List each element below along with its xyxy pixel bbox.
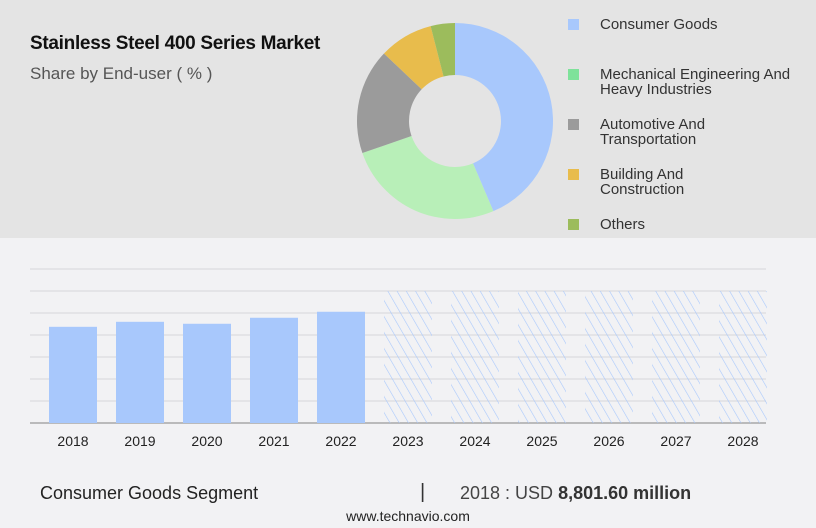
x-tick-label: 2020	[191, 433, 222, 449]
forecast-bar	[585, 291, 633, 423]
website-link[interactable]: www.technavio.com	[346, 508, 470, 524]
x-tick-label: 2027	[660, 433, 691, 449]
donut-slice	[455, 23, 553, 212]
x-tick-label: 2019	[124, 433, 155, 449]
legend-swatch	[568, 69, 579, 80]
legend-label: Others	[600, 216, 646, 233]
bar	[49, 326, 97, 423]
donut-chart	[357, 23, 553, 219]
legend-label: Mechanical Engineering And Heavy Industri…	[600, 66, 791, 98]
bar	[116, 321, 164, 423]
donut-slice	[362, 136, 494, 219]
x-tick-label: 2021	[258, 433, 289, 449]
legend-label: Building And Construction	[600, 166, 685, 198]
chart-subtitle: Share by End-user ( % )	[30, 64, 213, 83]
donut-slice	[357, 53, 422, 154]
bar-chart: 2018 2019 2020 2021 2022 2023 2024 2025 2026 2027…	[30, 268, 767, 449]
bar	[183, 323, 231, 423]
forecast-bar	[518, 291, 566, 423]
legend-swatch	[568, 219, 579, 230]
donut-slice	[383, 26, 444, 90]
x-tick-label: 2025	[526, 433, 557, 449]
separator: |	[420, 481, 426, 503]
value-amount: 8,801.60 million	[558, 483, 692, 503]
donut-slice	[430, 23, 455, 77]
segment-label: Consumer Goods Segment	[40, 483, 259, 503]
x-tick-label: 2026	[593, 433, 624, 449]
segment-value: 2018 : USD 8,801.60 million	[460, 483, 691, 504]
forecast-bar	[451, 291, 499, 423]
x-tick-label: 2028	[727, 433, 758, 449]
bar	[317, 311, 365, 423]
x-tick-label: 2024	[459, 433, 490, 449]
legend-label: Consumer Goods	[600, 16, 718, 33]
bar	[250, 317, 298, 423]
x-tick-label: 2023	[392, 433, 423, 449]
chart-title: Stainless Steel 400 Series Market	[30, 33, 321, 54]
forecast-bar	[384, 291, 432, 423]
value-prefix: 2018 : USD	[460, 483, 559, 503]
legend-swatch	[568, 119, 579, 130]
x-tick-label: 2018	[57, 433, 88, 449]
forecast-bar	[652, 291, 700, 423]
legend-swatch	[568, 169, 579, 180]
x-tick-label: 2022	[325, 433, 356, 449]
legend-label: Automotive And Transportation	[600, 116, 706, 148]
legend-swatch	[568, 19, 579, 30]
forecast-bar	[719, 291, 767, 423]
